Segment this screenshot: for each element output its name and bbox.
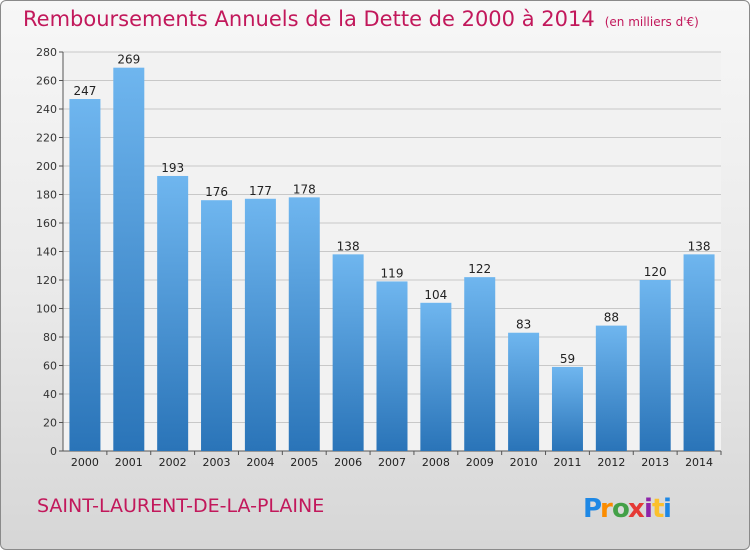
chart-subtitle: (en milliers d'€): [604, 15, 699, 29]
y-tick-label: 160: [36, 217, 57, 230]
bar: [595, 325, 627, 451]
chart-title-main: Remboursements Annuels de la Dette de 20…: [23, 7, 595, 31]
bar: [201, 200, 233, 451]
x-tick-label: 2001: [115, 456, 143, 469]
bar-value-label: 88: [604, 311, 619, 325]
bar: [332, 254, 364, 451]
logo-letter: P: [583, 494, 602, 524]
bar-value-label: 247: [73, 84, 96, 98]
bar: [420, 302, 452, 451]
y-tick-label: 40: [43, 388, 57, 401]
y-tick-label: 200: [36, 160, 57, 173]
x-tick-label: 2014: [685, 456, 713, 469]
logo-letter: o: [612, 494, 630, 524]
logo-letter: x: [628, 494, 645, 524]
bar: [157, 175, 189, 451]
x-tick-label: 2010: [510, 456, 538, 469]
proxiti-logo: Pr ox i ti: [583, 494, 672, 524]
x-tick-label: 2009: [466, 456, 494, 469]
y-tick-label: 140: [36, 246, 57, 259]
logo-letter: i: [663, 494, 672, 524]
x-tick-label: 2002: [159, 456, 187, 469]
bar: [508, 332, 540, 451]
bar: [683, 254, 715, 451]
bar: [113, 67, 145, 452]
x-tick-label: 2008: [422, 456, 450, 469]
bar: [639, 280, 671, 451]
bar: [376, 281, 408, 451]
y-tick-label: 280: [36, 46, 57, 59]
y-tick-label: 220: [36, 132, 57, 145]
chart-title: Remboursements Annuels de la Dette de 20…: [23, 7, 699, 31]
bar-value-label: 83: [516, 318, 531, 332]
x-tick-label: 2003: [203, 456, 231, 469]
bar-value-label: 104: [424, 288, 447, 302]
x-tick-label: 2006: [334, 456, 362, 469]
y-tick-label: 80: [43, 331, 57, 344]
bar-value-label: 120: [644, 265, 667, 279]
y-tick-label: 180: [36, 189, 57, 202]
y-tick-label: 260: [36, 75, 57, 88]
logo-letter: i: [644, 494, 653, 524]
x-tick-label: 2011: [553, 456, 581, 469]
bar-value-label: 59: [560, 352, 575, 366]
x-tick-label: 2000: [71, 456, 99, 469]
bar-value-label: 138: [337, 239, 360, 253]
y-tick-label: 120: [36, 274, 57, 287]
x-tick-label: 2012: [597, 456, 625, 469]
x-tick-label: 2007: [378, 456, 406, 469]
y-tick-label: 240: [36, 103, 57, 116]
x-tick-label: 2004: [246, 456, 274, 469]
bar-value-label: 177: [249, 184, 272, 198]
bar-value-label: 138: [688, 239, 711, 253]
commune-name: SAINT-LAURENT-DE-LA-PLAINE: [37, 495, 325, 517]
y-tick-label: 0: [50, 445, 57, 458]
y-tick-label: 60: [43, 360, 57, 373]
logo-letter: t: [652, 494, 664, 524]
x-tick-label: 2005: [290, 456, 318, 469]
bar-value-label: 122: [468, 262, 491, 276]
bar-value-label: 178: [293, 182, 316, 196]
bar-value-label: 269: [117, 53, 140, 67]
y-tick-label: 20: [43, 417, 57, 430]
bar: [464, 277, 496, 451]
bar-value-label: 193: [161, 161, 184, 175]
y-tick-label: 100: [36, 303, 57, 316]
bar: [244, 198, 276, 451]
x-tick-label: 2013: [641, 456, 669, 469]
logo-letter: r: [600, 494, 613, 524]
bar: [69, 99, 101, 452]
bar-value-label: 119: [381, 266, 404, 280]
bar-value-label: 176: [205, 185, 228, 199]
bar: [288, 197, 320, 451]
bar: [551, 366, 583, 451]
